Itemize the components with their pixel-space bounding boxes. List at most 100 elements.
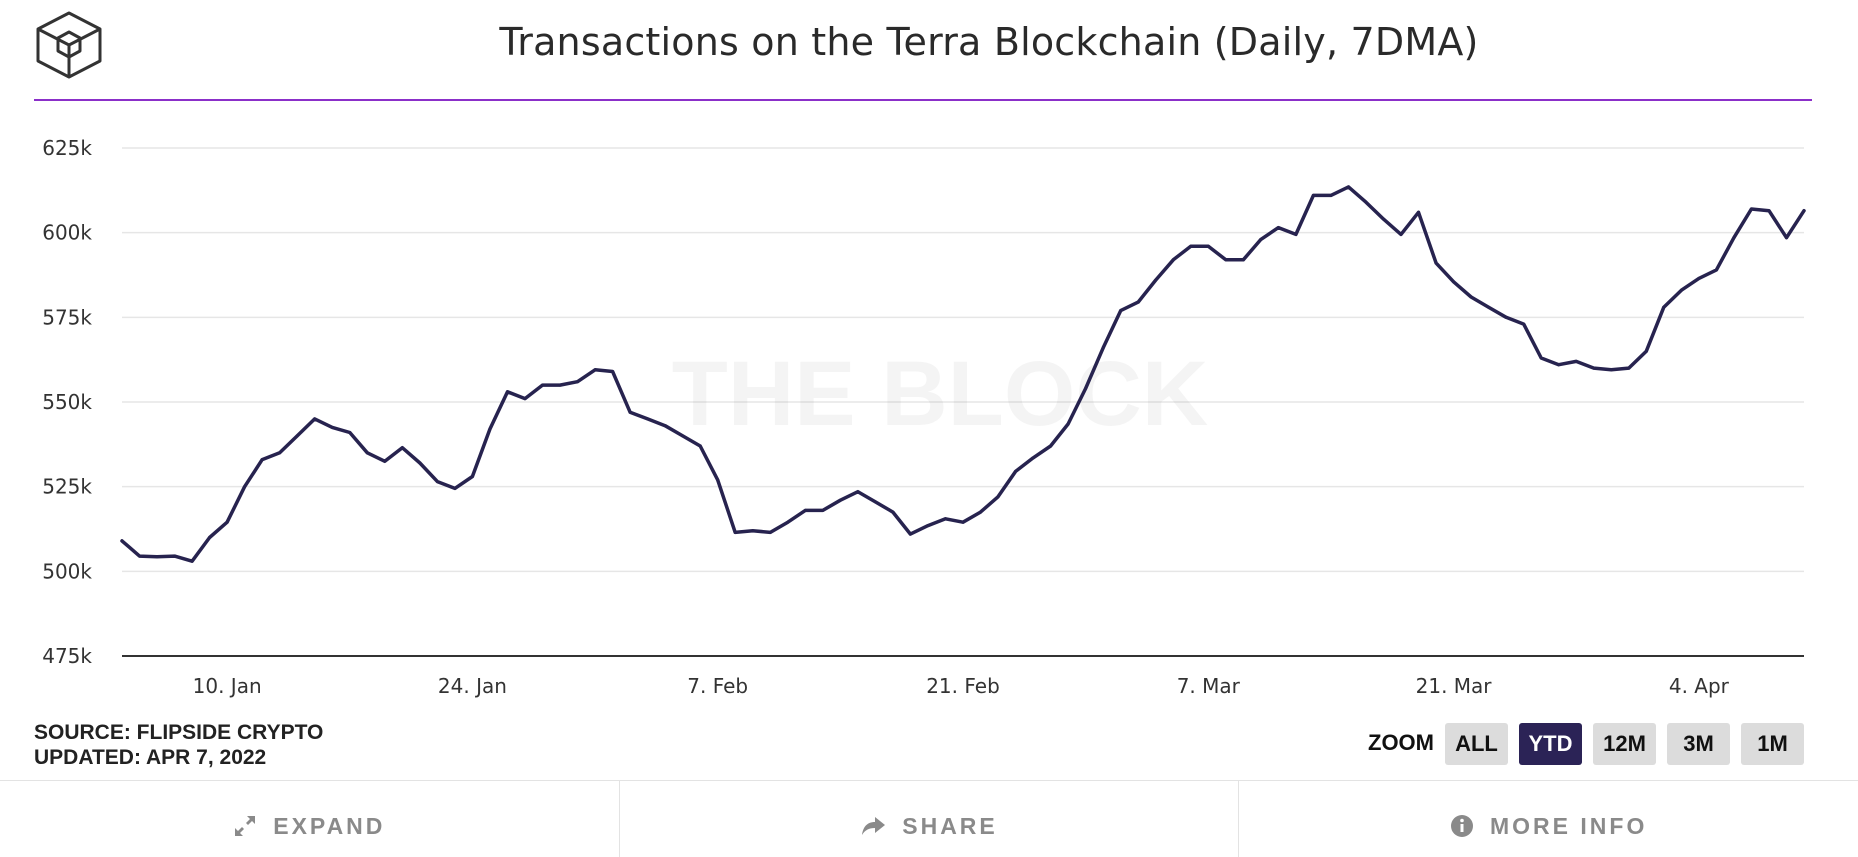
data-point — [628, 410, 632, 414]
data-point — [1644, 349, 1648, 353]
share-label: SHARE — [902, 812, 998, 839]
gridlines — [122, 147, 1804, 573]
data-point — [1574, 359, 1578, 363]
series — [120, 185, 1806, 563]
data-point — [470, 475, 474, 478]
data-point — [1329, 193, 1333, 197]
data-point — [1311, 193, 1315, 197]
data-point — [225, 520, 229, 524]
data-point — [365, 451, 369, 455]
data-point — [1539, 356, 1543, 360]
data-point — [1487, 305, 1491, 309]
share-button[interactable]: SHARE — [620, 781, 1240, 857]
data-point — [856, 490, 860, 494]
x-tick-label: 10. Jan — [193, 674, 262, 698]
updated-text: UPDATED: APR 7, 2022 — [34, 746, 267, 769]
data-point — [768, 530, 772, 534]
data-point — [1732, 236, 1736, 240]
data-point — [523, 397, 527, 401]
data-point — [1084, 387, 1088, 390]
data-point — [1522, 322, 1526, 326]
data-point — [1382, 217, 1385, 221]
data-point — [979, 510, 982, 514]
data-point — [435, 480, 439, 484]
data-point — [1259, 237, 1263, 241]
expand-label: EXPAND — [273, 812, 386, 839]
data-point — [1557, 363, 1561, 367]
data-point — [1171, 258, 1175, 262]
data-point — [1767, 209, 1771, 213]
more-info-button[interactable]: MORE INFO — [1239, 781, 1858, 857]
data-point — [243, 485, 247, 489]
data-point — [838, 498, 842, 502]
zoom-3m-button[interactable]: 3M — [1667, 723, 1730, 765]
data-point — [1294, 232, 1298, 236]
chart-title: Transactions on the Terra Blockchain (Da… — [499, 20, 1479, 64]
data-point — [1364, 200, 1368, 204]
data-point — [1066, 422, 1070, 426]
data-point — [961, 520, 965, 524]
data-point — [1714, 268, 1718, 272]
data-point — [821, 508, 825, 512]
zoom-ytd-button[interactable]: YTD — [1519, 723, 1582, 765]
the-block-logo-icon[interactable] — [34, 10, 104, 80]
data-point — [155, 555, 159, 559]
data-point — [1785, 236, 1788, 240]
zoom-1m-button[interactable]: 1M — [1741, 723, 1804, 765]
data-point — [611, 370, 615, 373]
data-point — [1189, 244, 1193, 248]
data-point — [803, 508, 807, 512]
data-point — [681, 434, 685, 438]
data-point — [488, 427, 492, 431]
data-point — [926, 524, 930, 528]
data-point — [1136, 300, 1140, 304]
share-arrow-icon — [862, 817, 886, 835]
data-point — [1224, 258, 1228, 262]
data-point — [996, 495, 1000, 499]
data-point — [1504, 315, 1508, 319]
data-point — [786, 520, 790, 524]
data-point — [418, 461, 422, 465]
more-info-label: MORE INFO — [1490, 812, 1648, 839]
data-point — [593, 368, 597, 372]
data-point — [1206, 244, 1210, 248]
zoom-all-button[interactable]: ALL — [1445, 723, 1508, 765]
data-point — [453, 486, 457, 490]
expand-arrows-icon — [235, 816, 256, 836]
data-point — [1119, 309, 1123, 313]
watermark: THE BLOCK — [672, 343, 1209, 445]
title-divider — [34, 99, 1812, 101]
data-point — [733, 530, 737, 534]
action-bar: EXPAND SHARE MORE INFO — [0, 780, 1858, 857]
data-point — [506, 390, 509, 394]
data-point — [1049, 444, 1053, 448]
x-tick-label: 24. Jan — [438, 674, 507, 698]
data-point — [400, 446, 404, 450]
x-tick-label: 7. Feb — [687, 674, 748, 698]
data-point — [1469, 295, 1473, 299]
data-point — [190, 559, 194, 563]
zoom-12m-button[interactable]: 12M — [1593, 723, 1656, 765]
x-tick-label: 7. Mar — [1177, 674, 1241, 698]
data-point — [1697, 276, 1701, 280]
data-point — [208, 536, 212, 539]
data-point — [1417, 210, 1420, 214]
source-text: SOURCE: FLIPSIDE CRYPTO — [34, 721, 324, 744]
data-point — [1802, 209, 1806, 213]
data-point — [383, 459, 387, 463]
data-point — [138, 554, 141, 558]
info-circle-icon — [1451, 815, 1473, 837]
data-point — [646, 417, 650, 421]
data-point — [1276, 226, 1280, 230]
y-tick-label: 550k — [42, 390, 92, 414]
source-info: SOURCE: FLIPSIDE CRYPTO UPDATED: APR 7, … — [34, 720, 323, 770]
data-point — [1662, 305, 1666, 309]
expand-button[interactable]: EXPAND — [0, 781, 620, 857]
data-point — [1014, 469, 1018, 473]
data-point — [891, 510, 895, 514]
data-point — [908, 532, 912, 536]
zoom-label: ZOOM — [1368, 730, 1434, 755]
data-point — [1434, 261, 1438, 265]
y-tick-label: 575k — [42, 305, 92, 329]
data-point — [1399, 232, 1403, 236]
